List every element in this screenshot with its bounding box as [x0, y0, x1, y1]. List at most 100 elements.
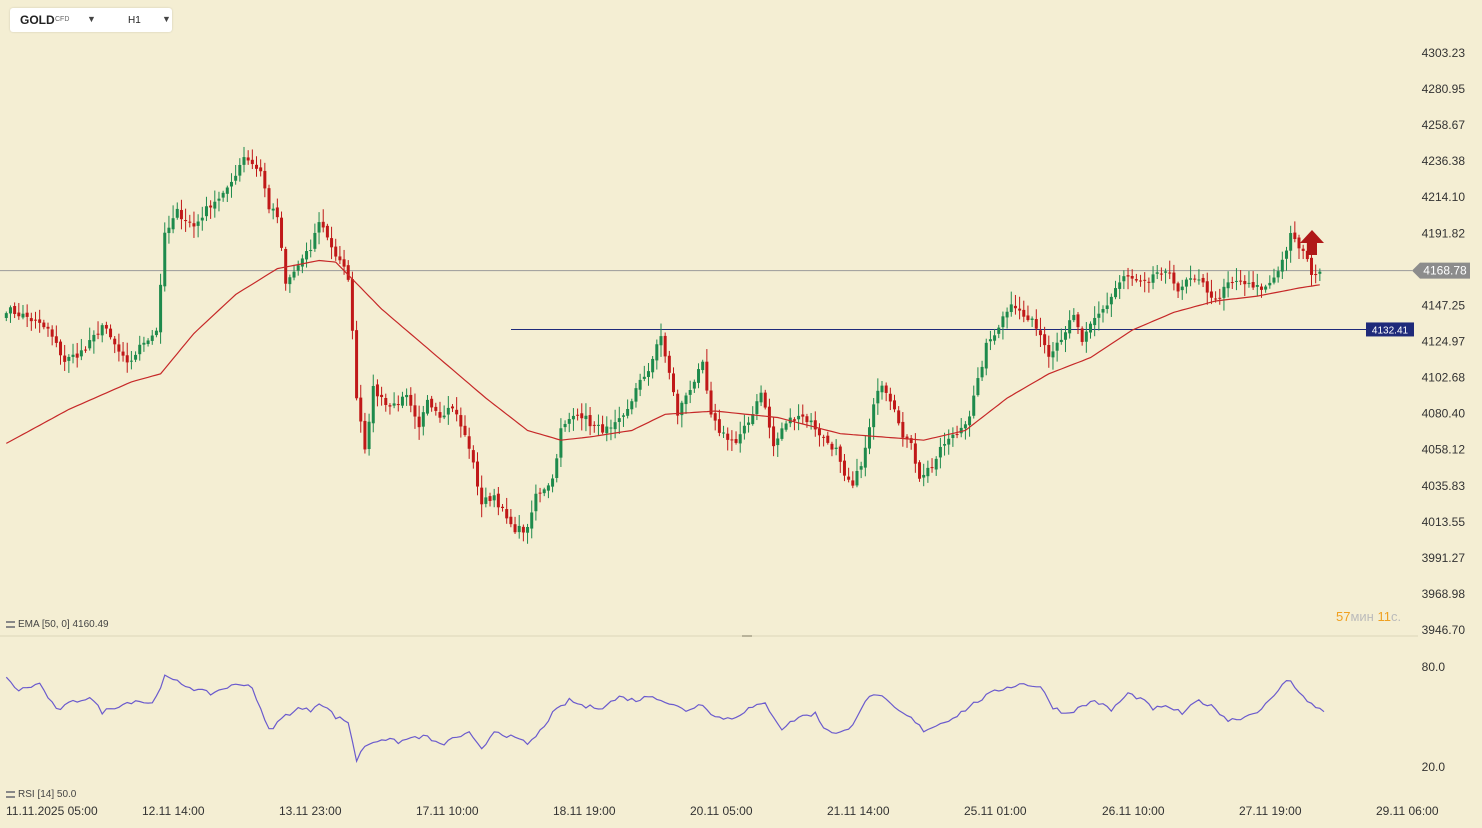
- candle-bearish: [1239, 280, 1243, 282]
- candle-bearish: [396, 404, 400, 406]
- candle-bullish: [154, 330, 158, 336]
- candle-bearish: [826, 435, 830, 443]
- candle-bearish: [501, 506, 505, 509]
- candle-bullish: [400, 396, 404, 406]
- candle-bearish: [476, 461, 480, 487]
- candle-bullish: [1068, 320, 1072, 334]
- candle-bearish: [588, 415, 592, 427]
- candle-bearish: [363, 420, 367, 450]
- candle-bullish: [92, 334, 96, 342]
- candle-bearish: [346, 265, 350, 280]
- ema-indicator-label[interactable]: EMA [50, 0] 4160.49: [6, 619, 109, 630]
- indicator-settings-icon[interactable]: [6, 620, 15, 628]
- candle-bearish: [338, 256, 342, 261]
- y-axis-tick-label: 3991.27: [1422, 551, 1466, 565]
- candle-bullish: [780, 428, 784, 439]
- candle-bullish: [200, 217, 204, 221]
- candle-bearish: [1126, 275, 1130, 277]
- candle-bearish: [459, 415, 463, 427]
- candle-bearish: [1214, 298, 1218, 300]
- candle-bearish: [1022, 309, 1026, 317]
- candle-bullish: [163, 232, 167, 287]
- candle-bearish: [63, 355, 67, 362]
- candle-bearish: [1139, 280, 1143, 282]
- candle-bearish: [905, 436, 909, 440]
- candle-bullish: [1114, 288, 1118, 298]
- timeframe-selector[interactable]: H1: [128, 15, 141, 26]
- candle-bearish: [84, 349, 88, 351]
- candle-bullish: [317, 222, 321, 233]
- y-axis-tick-label: 4058.12: [1422, 443, 1466, 457]
- candle-bearish: [1143, 279, 1147, 281]
- candle-bullish: [1055, 342, 1059, 351]
- symbol-selector[interactable]: GOLD CFD ▼ H1 ▼: [10, 8, 172, 32]
- candle-bullish: [638, 379, 642, 390]
- candle-bullish: [1101, 309, 1105, 313]
- candle-bearish: [184, 219, 188, 222]
- candle-bullish: [204, 206, 208, 217]
- candle-bearish: [830, 443, 834, 450]
- candle-bearish: [50, 329, 54, 337]
- candle-bullish: [963, 424, 967, 429]
- rsi-indicator-label[interactable]: RSI [14] 50.0: [6, 789, 76, 800]
- candle-bearish: [1243, 280, 1247, 285]
- candle-bearish: [42, 322, 46, 328]
- candle-bullish: [855, 470, 859, 486]
- candle-bullish: [242, 157, 246, 165]
- candle-bearish: [717, 419, 721, 433]
- candle-bearish: [1310, 257, 1314, 275]
- candle-bearish: [847, 476, 851, 480]
- candle-bearish: [955, 434, 959, 436]
- candle-bullish: [4, 313, 8, 318]
- candle-bullish: [305, 251, 309, 260]
- candle-bullish: [692, 381, 696, 389]
- candle-bearish: [409, 394, 413, 406]
- candle-bullish: [150, 335, 154, 341]
- candle-bullish: [1122, 276, 1126, 282]
- candle-bearish: [17, 312, 21, 317]
- indicator-settings-icon[interactable]: [6, 790, 15, 798]
- candle-bullish: [922, 474, 926, 478]
- candle-bullish: [421, 412, 425, 427]
- candle-bullish: [138, 344, 142, 355]
- candle-bullish: [405, 394, 409, 398]
- candle-bullish: [980, 366, 984, 378]
- candle-bearish: [1193, 278, 1197, 280]
- candle-bullish: [1005, 311, 1009, 318]
- y-axis-tick-label: 4303.23: [1422, 46, 1466, 60]
- candle-bullish: [1280, 259, 1284, 272]
- candle-bearish: [576, 414, 580, 416]
- candle-bullish: [738, 434, 742, 444]
- candle-bullish: [1189, 278, 1193, 280]
- candle-bearish: [713, 413, 717, 421]
- candle-bullish: [1272, 277, 1276, 283]
- candle-bullish: [984, 342, 988, 369]
- candle-bullish: [596, 424, 600, 426]
- candle-bullish: [542, 489, 546, 494]
- candle-bearish: [663, 335, 667, 357]
- timeframe-chevron-down-icon[interactable]: ▼: [162, 14, 171, 24]
- candle-bearish: [1043, 334, 1047, 346]
- candle-bearish: [1172, 272, 1176, 284]
- y-axis-tick-label: 4124.97: [1422, 334, 1466, 348]
- candle-bullish: [1051, 351, 1055, 358]
- candle-bullish: [872, 404, 876, 428]
- candle-bearish: [901, 421, 905, 438]
- candle-bullish: [809, 420, 813, 423]
- candle-bearish: [384, 397, 388, 406]
- candle-bearish: [1205, 281, 1209, 293]
- candle-bearish: [259, 167, 263, 172]
- y-axis-tick-label: 4102.68: [1422, 371, 1466, 385]
- candle-bullish: [484, 497, 488, 504]
- symbol-chevron-down-icon[interactable]: ▼: [87, 14, 96, 24]
- candle-bearish: [709, 390, 713, 415]
- candle-bearish: [375, 384, 379, 397]
- candle-bullish: [621, 415, 625, 417]
- candle-bullish: [534, 493, 538, 512]
- candle-bearish: [601, 424, 605, 433]
- candle-bullish: [67, 356, 71, 361]
- candle-bullish: [442, 415, 446, 418]
- candle-bearish: [59, 341, 63, 356]
- candle-bearish: [1038, 330, 1042, 336]
